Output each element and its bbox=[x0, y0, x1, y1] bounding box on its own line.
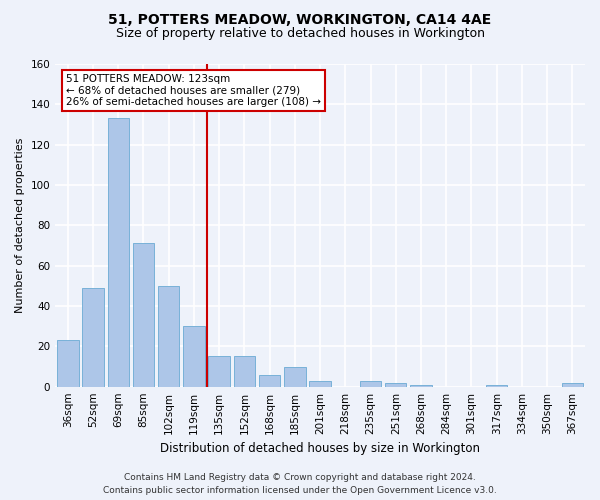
Bar bbox=[562, 382, 583, 386]
Bar bbox=[410, 384, 432, 386]
Bar bbox=[208, 356, 230, 386]
Bar bbox=[259, 374, 280, 386]
Bar bbox=[233, 356, 255, 386]
Y-axis label: Number of detached properties: Number of detached properties bbox=[15, 138, 25, 313]
Text: 51 POTTERS MEADOW: 123sqm
← 68% of detached houses are smaller (279)
26% of semi: 51 POTTERS MEADOW: 123sqm ← 68% of detac… bbox=[66, 74, 321, 107]
Bar bbox=[385, 382, 406, 386]
Bar bbox=[183, 326, 205, 386]
Bar bbox=[133, 244, 154, 386]
Bar bbox=[57, 340, 79, 386]
Text: Size of property relative to detached houses in Workington: Size of property relative to detached ho… bbox=[115, 28, 485, 40]
Bar bbox=[486, 384, 508, 386]
Bar bbox=[158, 286, 179, 386]
Bar bbox=[310, 380, 331, 386]
Text: 51, POTTERS MEADOW, WORKINGTON, CA14 4AE: 51, POTTERS MEADOW, WORKINGTON, CA14 4AE bbox=[109, 12, 491, 26]
Text: Contains HM Land Registry data © Crown copyright and database right 2024.
Contai: Contains HM Land Registry data © Crown c… bbox=[103, 474, 497, 495]
X-axis label: Distribution of detached houses by size in Workington: Distribution of detached houses by size … bbox=[160, 442, 480, 455]
Bar bbox=[360, 380, 381, 386]
Bar bbox=[284, 366, 305, 386]
Bar bbox=[107, 118, 129, 386]
Bar bbox=[82, 288, 104, 386]
